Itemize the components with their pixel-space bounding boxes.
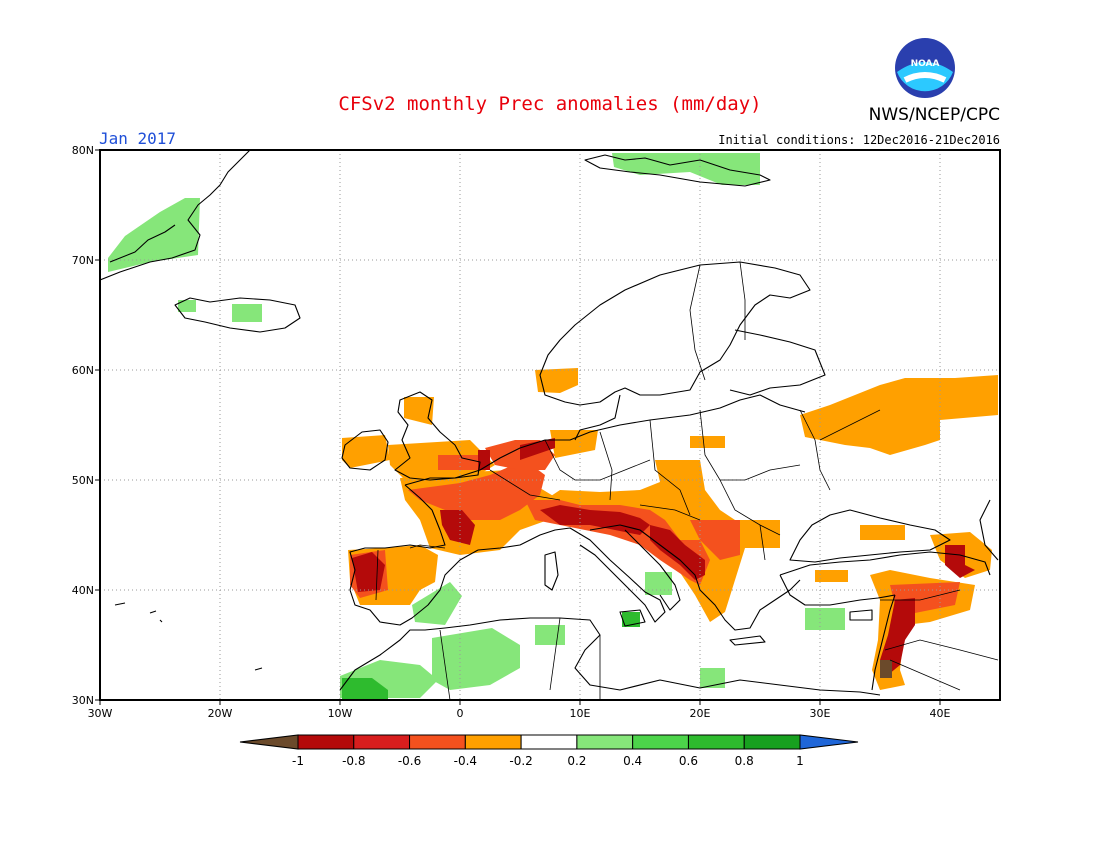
colorbar-swatch	[297, 734, 355, 750]
agency-label: NWS/NCEP/CPC	[869, 105, 1000, 125]
lon-tick-label: 10E	[570, 707, 591, 720]
noaa-logo: NOAA	[895, 38, 955, 98]
colorbar-label: -0.6	[398, 754, 421, 768]
colorbar-swatch	[687, 734, 745, 750]
lon-tick-label: 20E	[690, 707, 711, 720]
anomaly-svalbard	[612, 153, 760, 185]
colorbar-swatch	[464, 734, 522, 750]
anomaly-france-strong	[408, 460, 545, 520]
colorbar-swatch	[632, 734, 689, 750]
chart-title: CFSv2 monthly Prec anomalies (mm/day)	[338, 93, 761, 115]
colorbar-label: 0.4	[623, 754, 642, 768]
colorbar-label: -0.2	[509, 754, 532, 768]
colorbar: -1 -0.8 -0.6 -0.4 -0.2 0.2 0.4 0.6 0.8 1	[239, 734, 859, 768]
anomaly-scandinavia-coast	[404, 368, 578, 425]
lon-tick-label: 0	[457, 707, 464, 720]
colorbar-label: -1	[292, 754, 304, 768]
anomaly-russia	[800, 375, 998, 455]
country-borders	[375, 261, 999, 700]
lon-tick-label: 10W	[328, 707, 353, 720]
lat-tick-label: 80N	[72, 144, 94, 157]
colorbar-label: 0.2	[567, 754, 586, 768]
longitude-ticks: 30W 20W 10W 0 10E 20E 30E 40E	[88, 700, 951, 720]
anomaly-med-central	[535, 572, 845, 688]
lat-tick-label: 60N	[72, 364, 94, 377]
anomaly-levant-brown	[880, 660, 892, 678]
colorbar-label: -0.8	[342, 754, 365, 768]
anomaly-iceland	[178, 300, 262, 322]
lat-tick-label: 70N	[72, 254, 94, 267]
lon-tick-label: 30W	[88, 707, 113, 720]
colorbar-swatch	[353, 734, 411, 750]
lat-tick-label: 30N	[72, 694, 94, 707]
svg-text:NOAA: NOAA	[911, 59, 940, 69]
anomaly-sicily	[622, 612, 640, 627]
anomaly-ireland	[342, 435, 390, 468]
month-label: Jan 2017	[99, 129, 176, 148]
anomaly-channel	[478, 438, 555, 470]
latitude-ticks: 80N 70N 60N 50N 40N 30N	[72, 144, 100, 707]
anomaly-levant	[880, 545, 975, 675]
initial-conditions: Initial conditions: 12Dec2016-21Dec2016	[718, 133, 1000, 147]
lon-tick-label: 30E	[810, 707, 831, 720]
colorbar-label: 0.6	[679, 754, 698, 768]
colorbar-swatch	[743, 734, 801, 750]
anomaly-italy-north	[540, 505, 650, 535]
colorbar-swatch	[576, 734, 634, 750]
colorbar-swatch	[520, 734, 578, 750]
lat-tick-label: 50N	[72, 474, 94, 487]
anomaly-morocco-strong	[342, 678, 388, 700]
anomaly-field	[108, 153, 998, 700]
lat-tick-label: 40N	[72, 584, 94, 597]
anomaly-adriatic	[650, 525, 705, 580]
anomaly-spain-east	[412, 582, 462, 625]
lon-tick-label: 20W	[208, 707, 233, 720]
colorbar-extend-low	[239, 734, 299, 750]
colorbar-swatch	[409, 734, 466, 750]
map-frame	[99, 149, 1001, 701]
colorbar-extend-high	[799, 734, 859, 750]
anomaly-poland	[690, 436, 725, 448]
colorbar-label: 1	[796, 754, 804, 768]
lon-tick-label: 40E	[930, 707, 951, 720]
coastlines	[100, 150, 999, 696]
anomaly-nafrica	[432, 628, 520, 690]
colorbar-label: -0.4	[454, 754, 477, 768]
colorbar-label: 0.8	[735, 754, 754, 768]
anomaly-bay-biscay	[440, 510, 475, 545]
